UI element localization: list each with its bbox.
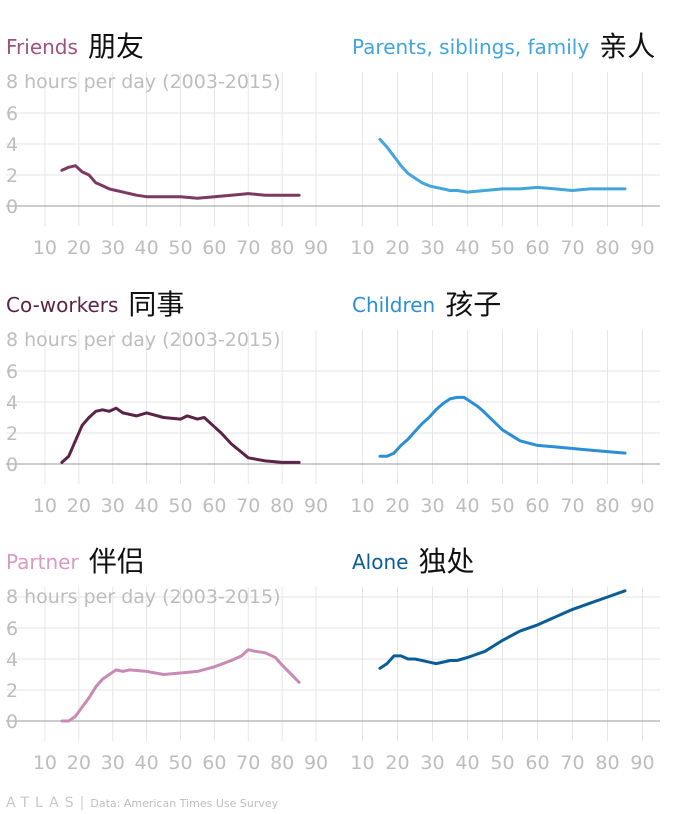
x-tick-label: 50 (490, 237, 514, 259)
footer-separator: | (79, 795, 85, 811)
y-tick-label: 2 (6, 165, 18, 187)
x-tick-label: 80 (595, 752, 619, 774)
y-tick-label: 2 (6, 680, 18, 702)
chart-panel-2: 10 20 30 40 50 60 70 80 90 Parents, siblings, fam… (323, 30, 660, 259)
x-tick-label: 80 (270, 237, 294, 259)
chart-panel-5: 0 2 4 6 8 hours per day (2003-2015) 10 20 30 40 5… (6, 545, 333, 774)
x-tick-label: 90 (304, 495, 328, 517)
x-tick-label: 20 (385, 495, 409, 517)
series-line-co-workers (60, 406, 301, 464)
series-line-parents-siblings-family (378, 137, 627, 194)
x-tick-label: 80 (595, 495, 619, 517)
x-tick-label: 40 (455, 752, 479, 774)
x-tick-label: 90 (630, 495, 654, 517)
x-tick-label: 10 (33, 237, 57, 259)
chart-title: Parents, siblings, family (352, 35, 589, 59)
y-tick-label: 0 (6, 196, 18, 218)
x-tick-label: 60 (202, 237, 226, 259)
x-tick-label: 90 (630, 752, 654, 774)
series-line-children (378, 395, 627, 458)
y-tick-label: 4 (6, 649, 18, 671)
chart-title: Alone (352, 550, 408, 574)
subtitle: 8 hours per day (2003-2015) (6, 586, 281, 608)
x-tick-label: 70 (560, 752, 584, 774)
x-tick-label: 10 (350, 495, 374, 517)
series-line-partner (60, 648, 301, 723)
chart-title-chinese: 同事 (128, 288, 184, 321)
footer: ATLAS | Data: American Times Use Survey (6, 794, 278, 812)
atlas-logo: ATLAS (6, 795, 80, 811)
x-tick-label: 60 (202, 752, 226, 774)
source-note: Data: American Times Use Survey (90, 796, 279, 810)
series-line-alone (378, 589, 627, 670)
x-tick-label: 30 (420, 752, 444, 774)
x-tick-label: 40 (135, 495, 159, 517)
x-tick-label: 20 (67, 495, 91, 517)
chart-title: Co-workers (6, 293, 118, 317)
x-tick-label: 90 (304, 752, 328, 774)
y-tick-label: 4 (6, 134, 18, 156)
chart-panel-6: 10 20 30 40 50 60 70 80 90 Alone 独处 (323, 545, 660, 774)
x-tick-label: 70 (236, 237, 260, 259)
x-tick-label: 40 (135, 752, 159, 774)
x-tick-label: 40 (455, 237, 479, 259)
x-tick-label: 80 (595, 237, 619, 259)
x-tick-label: 70 (236, 495, 260, 517)
subtitle: 8 hours per day (2003-2015) (6, 71, 281, 93)
x-tick-label: 40 (135, 237, 159, 259)
x-tick-label: 40 (455, 495, 479, 517)
x-tick-label: 20 (385, 237, 409, 259)
y-tick-label: 0 (6, 711, 18, 733)
y-tick-label: 6 (6, 361, 18, 383)
x-tick-label: 50 (168, 237, 192, 259)
x-tick-label: 90 (630, 237, 654, 259)
x-tick-label: 10 (33, 752, 57, 774)
x-tick-label: 90 (304, 237, 328, 259)
subtitle: 8 hours per day (2003-2015) (6, 329, 281, 351)
x-tick-label: 20 (67, 237, 91, 259)
series-line-friends (60, 164, 301, 200)
chart-title: Children (352, 293, 435, 317)
y-tick-label: 4 (6, 392, 18, 414)
x-tick-label: 80 (270, 752, 294, 774)
x-tick-label: 60 (525, 237, 549, 259)
x-tick-label: 30 (101, 495, 125, 517)
x-tick-label: 20 (385, 752, 409, 774)
x-tick-label: 10 (33, 495, 57, 517)
x-tick-label: 70 (236, 752, 260, 774)
x-tick-label: 80 (270, 495, 294, 517)
y-tick-label: 2 (6, 423, 18, 445)
chart-title-chinese: 朋友 (88, 30, 144, 63)
x-tick-label: 60 (525, 495, 549, 517)
x-tick-label: 30 (420, 237, 444, 259)
chart-title: Friends (6, 35, 78, 59)
x-tick-label: 70 (560, 237, 584, 259)
y-tick-label: 6 (6, 618, 18, 640)
x-tick-label: 10 (350, 237, 374, 259)
chart-panel-3: 0 2 4 6 8 hours per day (2003-2015) 10 20 30 40 5… (6, 288, 333, 517)
x-tick-label: 30 (101, 752, 125, 774)
x-tick-label: 70 (560, 495, 584, 517)
x-tick-label: 60 (202, 495, 226, 517)
x-tick-label: 20 (67, 752, 91, 774)
x-tick-label: 50 (490, 752, 514, 774)
x-tick-label: 50 (168, 495, 192, 517)
x-tick-label: 60 (525, 752, 549, 774)
x-tick-label: 10 (350, 752, 374, 774)
chart-panel-4: 10 20 30 40 50 60 70 80 90 Children 孩子 (323, 288, 660, 517)
chart-panel-1: 0 2 4 6 8 hours per day (2003-2015) 10 20 30 40 5… (6, 30, 333, 259)
chart-title: Partner (6, 550, 79, 574)
chart-title-chinese: 亲人 (599, 30, 655, 63)
y-tick-label: 6 (6, 103, 18, 125)
x-tick-label: 50 (490, 495, 514, 517)
x-tick-label: 30 (420, 495, 444, 517)
x-tick-label: 50 (168, 752, 192, 774)
chart-title-chinese: 独处 (418, 545, 474, 578)
y-tick-label: 0 (6, 454, 18, 476)
chart-title-chinese: 孩子 (445, 288, 501, 321)
x-tick-label: 30 (101, 237, 125, 259)
chart-title-chinese: 伴侣 (89, 545, 145, 578)
